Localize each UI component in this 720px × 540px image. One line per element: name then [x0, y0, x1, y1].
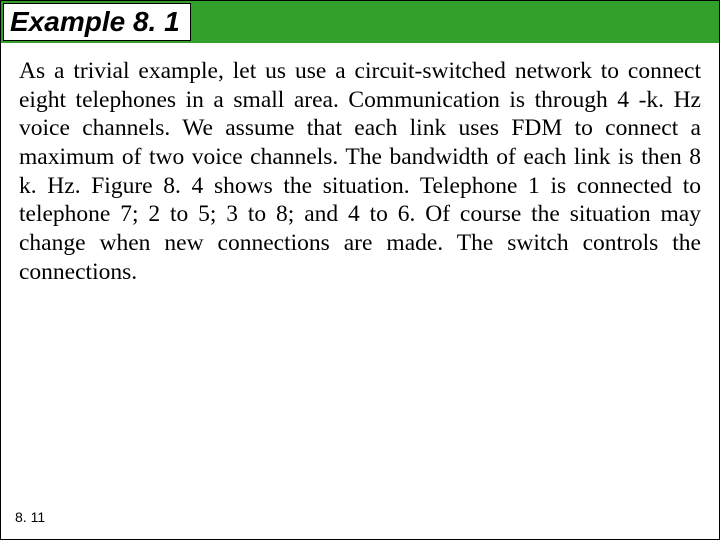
title-bar: Example 8. 1: [1, 1, 719, 43]
title-box: Example 8. 1: [3, 3, 191, 41]
body-paragraph: As a trivial example, let us use a circu…: [1, 43, 719, 286]
example-title: Example 8. 1: [10, 6, 180, 37]
page-number: 8. 11: [15, 509, 45, 525]
